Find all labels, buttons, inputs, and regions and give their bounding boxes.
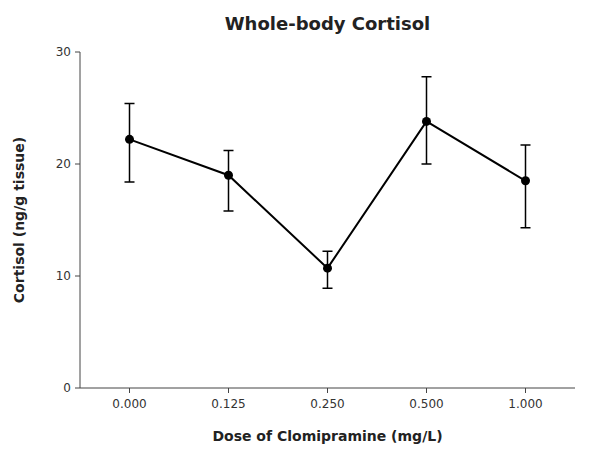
y-tick-label: 10	[56, 269, 71, 283]
error-bar-lower	[521, 181, 531, 228]
plot-area	[125, 77, 531, 289]
y-tick	[75, 52, 80, 53]
line	[130, 121, 526, 268]
error-bar-upper	[125, 104, 135, 140]
error-bar-lower	[125, 139, 135, 182]
marker	[224, 171, 233, 180]
y-tick	[75, 276, 80, 277]
y-axis	[80, 52, 81, 388]
y-tick	[75, 388, 80, 389]
y-tick	[75, 164, 80, 165]
x-tick	[129, 388, 130, 393]
y-tick-label: 30	[56, 45, 71, 59]
x-tick	[525, 388, 526, 393]
chart: Whole-body Cortisol 0 10 20 30 0.000 0.125 0.25…	[0, 0, 600, 463]
x-tick	[228, 388, 229, 393]
x-tick-label: 0.500	[409, 397, 443, 411]
error-bar-upper	[521, 145, 531, 181]
marker	[422, 117, 431, 126]
y-tick-label: 0	[63, 381, 71, 395]
marker	[521, 176, 530, 185]
x-tick-label: 0.000	[112, 397, 146, 411]
marker	[323, 264, 332, 273]
x-axis-label: Dose of Clomipramine (mg/L)	[212, 428, 442, 444]
x-tick	[327, 388, 328, 393]
x-tick-label: 1.000	[508, 397, 542, 411]
title: Whole-body Cortisol	[225, 13, 431, 34]
x-tick-label: 0.250	[310, 397, 344, 411]
error-bar-lower	[224, 175, 234, 211]
error-bar-upper	[422, 77, 432, 122]
y-axis-label: Cortisol (ng/g tissue)	[11, 137, 27, 303]
y-tick-label: 20	[56, 157, 71, 171]
marker	[125, 135, 134, 144]
x-tick-label: 0.125	[211, 397, 245, 411]
x-tick	[426, 388, 427, 393]
